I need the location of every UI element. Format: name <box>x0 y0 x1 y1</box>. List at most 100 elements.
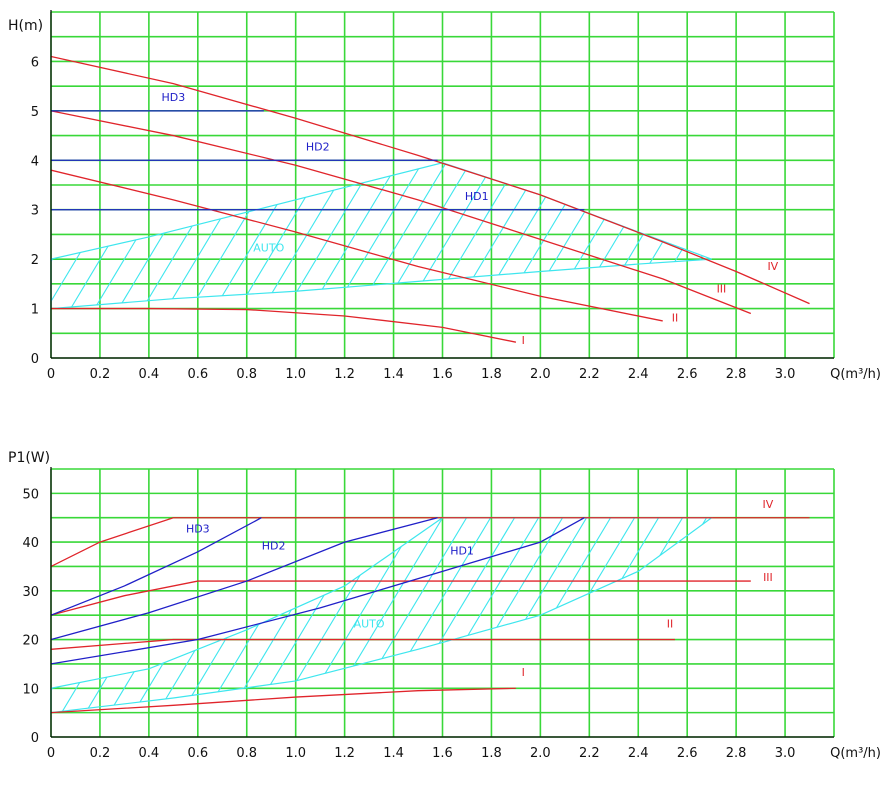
head-curve-iii <box>51 110 752 315</box>
x-tick-label: 2.2 <box>579 367 600 382</box>
power-chart: 0 0.2 0.4 0.6 0.8 1.0 1.2 1.4 1.6 1.8 2.0 2.2 2.4 2.6… <box>0 450 883 761</box>
x-tick-label: 0 <box>47 746 55 761</box>
curve-label-iv: IV <box>767 260 778 273</box>
auto-hatch-line <box>382 517 545 713</box>
x-tick-label: 2.4 <box>628 367 649 382</box>
auto-hatch-line <box>334 517 497 713</box>
x-tick-label: 1.2 <box>334 746 355 761</box>
auto-hatch-line <box>833 12 883 358</box>
auto-hatch-line <box>238 517 401 713</box>
auto-hatch-line <box>190 517 353 713</box>
auto-hatch-line <box>51 162 58 309</box>
curve-label-ii: II <box>672 311 679 324</box>
power-y-axis-title: P1(W) <box>8 450 50 466</box>
x-tick-label: 1.6 <box>432 367 453 382</box>
auto-hatch-line <box>574 517 712 713</box>
x-tick-label: 1.0 <box>285 367 306 382</box>
head-curve-ii <box>51 169 663 322</box>
curve-label-hd2: HD2 <box>306 140 330 153</box>
auto-hatch-line <box>142 517 305 713</box>
curve-label-i: I <box>522 666 525 679</box>
curve-label-auto: AUTO <box>253 242 284 255</box>
x-tick-label: 0.4 <box>139 746 160 761</box>
power-auto-region-outline <box>50 517 714 714</box>
power-curve-iv <box>51 517 810 568</box>
curve-label-auto: AUTO <box>354 617 385 630</box>
auto-hatch-line <box>526 517 689 713</box>
auto-hatch-line <box>791 469 883 737</box>
x-tick-label: 0.2 <box>90 367 111 382</box>
y-tick-label: 40 <box>22 536 39 551</box>
curve-label-hd1: HD1 <box>465 190 489 203</box>
auto-hatch-line <box>0 469 16 737</box>
y-tick-label: 4 <box>31 154 39 169</box>
auto-hatch-line <box>839 469 883 737</box>
head-y-axis-title: H(m) <box>8 18 43 34</box>
x-tick-label: 1.4 <box>383 746 404 761</box>
x-tick-label: 3.0 <box>775 367 796 382</box>
power-grid <box>50 468 835 738</box>
auto-hatch-line <box>478 517 641 713</box>
curve-label-ii: II <box>667 617 674 630</box>
auto-hatch-line <box>694 517 712 713</box>
x-tick-label: 1.8 <box>481 367 502 382</box>
x-tick-label: 0.6 <box>187 746 208 761</box>
power-auto-hatch <box>0 469 883 737</box>
x-tick-label: 2.2 <box>579 746 600 761</box>
y-tick-label: 2 <box>31 253 39 268</box>
power-curve-hd2 <box>51 517 438 641</box>
x-tick-label: 2.6 <box>677 367 698 382</box>
power-curve-hd1 <box>51 517 585 665</box>
x-tick-label: 0.2 <box>90 746 111 761</box>
curve-label-hd3: HD3 <box>186 522 210 535</box>
x-tick-label: 1.8 <box>481 746 502 761</box>
auto-hatch-line <box>502 517 665 713</box>
power-curve-ii <box>51 638 675 650</box>
auto-hatch-line <box>454 517 617 713</box>
x-tick-label: 0.6 <box>187 367 208 382</box>
auto-hatch-line <box>94 517 257 713</box>
y-tick-label: 0 <box>31 731 39 746</box>
head-series <box>51 55 810 343</box>
x-tick-label: 0.8 <box>236 367 257 382</box>
power-series <box>51 517 810 714</box>
head-chart: 0 0.2 0.4 0.6 0.8 1.0 1.2 1.4 1.6 1.8 2.0 2.2 2.4 2.6… <box>0 10 883 382</box>
head-curve-i <box>51 307 517 343</box>
auto-hatch-line <box>118 517 281 713</box>
auto-hatch-line <box>0 12 9 358</box>
y-tick-label: 6 <box>31 55 39 70</box>
x-tick-label: 1.4 <box>383 367 404 382</box>
x-tick-label: 0.4 <box>139 367 160 382</box>
power-x-axis-title: Q(m³/h) <box>830 746 881 761</box>
head-curve-iv <box>51 55 810 305</box>
power-curve-iii <box>51 580 751 616</box>
auto-hatch-line <box>406 517 569 713</box>
curve-label-hd2: HD2 <box>262 539 286 552</box>
auto-hatch-line <box>358 517 521 713</box>
curve-label-iv: IV <box>763 498 774 511</box>
x-tick-label: 1.6 <box>432 746 453 761</box>
x-tick-label: 1.2 <box>334 367 355 382</box>
auto-hatch-line <box>262 517 425 713</box>
power-curve-i <box>51 687 516 714</box>
x-tick-label: 2.0 <box>530 746 551 761</box>
x-tick-label: 2.4 <box>628 746 649 761</box>
auto-hatch-line <box>0 12 33 358</box>
power-curve-hd3 <box>51 517 262 616</box>
y-tick-label: 20 <box>22 634 39 649</box>
curve-label-iii: III <box>717 282 727 295</box>
auto-hatch-line <box>646 517 712 713</box>
auto-hatch-line <box>51 517 185 713</box>
auto-hatch-line <box>51 517 89 713</box>
y-tick-label: 10 <box>22 682 39 697</box>
x-tick-label: 2.8 <box>726 746 747 761</box>
y-tick-label: 0 <box>31 352 39 367</box>
y-tick-label: 3 <box>31 204 39 219</box>
x-tick-label: 2.0 <box>530 367 551 382</box>
y-tick-label: 50 <box>22 487 39 502</box>
x-tick-label: 2.6 <box>677 746 698 761</box>
head-grid <box>50 11 835 359</box>
curve-label-iii: III <box>763 571 773 584</box>
x-tick-label: 1.0 <box>285 746 306 761</box>
